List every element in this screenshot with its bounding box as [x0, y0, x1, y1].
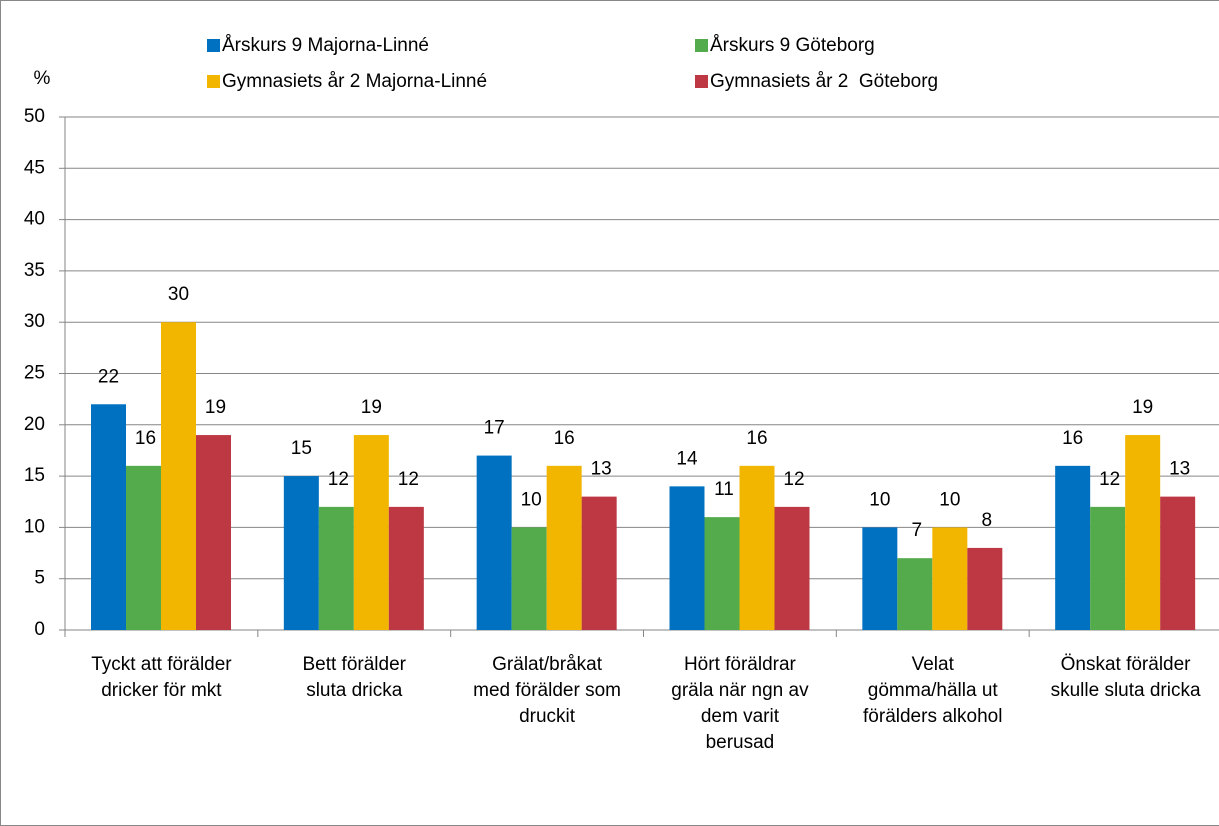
bar [388, 506, 424, 630]
data-label: 16 [1062, 428, 1083, 449]
data-label: 30 [168, 284, 189, 305]
data-label: 8 [982, 510, 993, 531]
legend-swatch [207, 39, 220, 52]
data-label: 12 [328, 469, 349, 490]
bar [1090, 506, 1126, 630]
bar [318, 506, 354, 630]
x-tick-label: Grälat/bråkat med förälder som druckit [473, 654, 621, 727]
bar [739, 465, 775, 630]
data-label: 12 [1099, 469, 1120, 490]
data-label: 10 [869, 489, 890, 510]
y-tick-label: 25 [24, 363, 45, 384]
y-tick-label: 0 [34, 619, 45, 640]
data-label: 15 [291, 438, 312, 459]
bar [126, 465, 161, 630]
legend-label: Årskurs 9 Majorna-Linné [222, 35, 429, 56]
y-tick-label: 20 [24, 414, 45, 435]
bar [932, 527, 968, 630]
data-label: 13 [1169, 459, 1190, 480]
legend-label: Gymnasiets år 2 Göteborg [710, 71, 938, 92]
bar [897, 558, 933, 630]
bar [91, 404, 126, 630]
legend-swatch [207, 75, 220, 88]
data-label: 22 [98, 366, 119, 387]
legend-swatch [695, 75, 708, 88]
y-tick-label: 40 [24, 209, 45, 230]
data-label: 19 [1132, 397, 1153, 418]
data-label: 12 [398, 469, 419, 490]
x-tick-label: Velat gömma/hälla ut förälders alkohol [863, 654, 1003, 727]
bar [546, 465, 582, 630]
bar [669, 486, 705, 630]
data-label: 19 [361, 397, 382, 418]
y-tick-label: 30 [24, 311, 45, 332]
data-label: 16 [135, 428, 156, 449]
bar [283, 476, 319, 630]
y-tick-label: 45 [24, 157, 45, 178]
bar [353, 435, 389, 630]
x-tick-label: Hört föräldrar gräla när ngn av dem vari… [671, 654, 809, 753]
x-tick-label: Bett förälder sluta dricka [302, 654, 406, 701]
y-tick-label: 5 [34, 568, 45, 589]
bar [1055, 465, 1091, 630]
data-label: 16 [554, 428, 575, 449]
y-tick-label: 35 [24, 260, 45, 281]
x-tick-label: Önskat förälder skulle sluta dricka [1050, 654, 1201, 701]
legend-label: Gymnasiets år 2 Majorna-Linné [222, 71, 487, 92]
data-label: 10 [939, 489, 960, 510]
data-label: 19 [205, 397, 226, 418]
y-tick-label: 50 [24, 106, 45, 127]
bar [1125, 435, 1161, 630]
data-label: 10 [521, 489, 542, 510]
data-label: 16 [746, 428, 767, 449]
bar [704, 517, 740, 630]
y-tick-label: 10 [24, 516, 45, 537]
bar [862, 527, 898, 630]
bar [196, 435, 231, 630]
y-axis-label: % [34, 68, 51, 89]
bar [967, 547, 1003, 630]
y-tick-label: 15 [24, 465, 45, 486]
data-label: 14 [676, 448, 698, 469]
bar [581, 496, 617, 630]
x-tick-label: Tyckt att förälder dricker för mkt [91, 654, 232, 701]
bar [511, 527, 547, 630]
bar [476, 455, 512, 630]
bar [1160, 496, 1196, 630]
data-label: 17 [484, 418, 505, 439]
data-label: 11 [714, 479, 734, 500]
bar [161, 322, 196, 630]
data-label: 12 [783, 469, 804, 490]
bar [774, 506, 810, 630]
legend-swatch [695, 39, 708, 52]
data-label: 13 [591, 459, 612, 480]
data-label: 7 [912, 520, 923, 541]
legend-label: Årskurs 9 Göteborg [710, 35, 875, 56]
